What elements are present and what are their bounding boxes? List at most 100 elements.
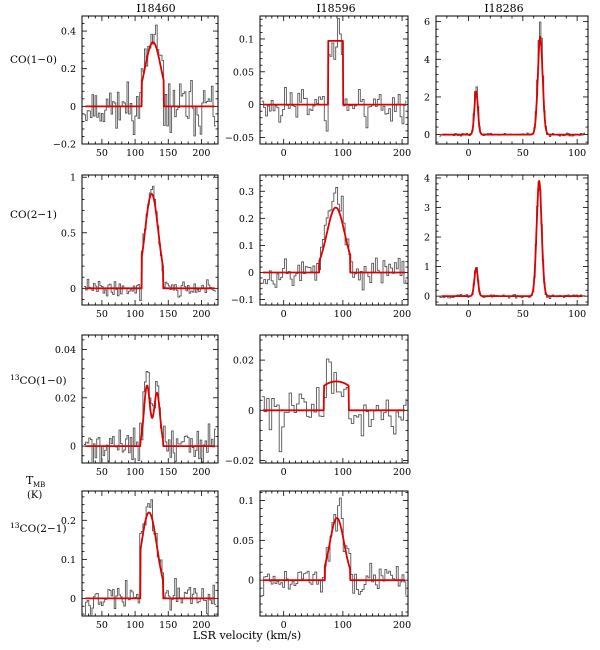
y-tick-label: −0.02 [225,456,254,467]
y-tick-label: 0.1 [239,34,254,45]
panel-p12: 0 50 100 0 1 2 3 4 [424,173,589,320]
observed-spectrum [261,18,407,132]
y-tick-label: −0.1 [231,295,254,306]
x-tick-label: 200 [393,467,411,478]
x-tick-label: 50 [517,148,529,159]
fit-curve [440,180,584,297]
x-tick-label: 200 [192,148,210,159]
y-axis-label-main: T [26,474,34,487]
x-tick-label: 0 [466,309,472,320]
x-axis-label: LSR velocity (km/s) [193,629,301,642]
y-axis-label-sub: MB [33,481,45,489]
panel-frame [435,15,589,145]
y-tick-label: −0.2 [53,140,76,151]
observed-spectrum [261,358,407,453]
panel-p10: 50 100 150 200 0 0.5 1 [61,173,219,320]
x-tick-label: 0 [281,620,287,631]
y-tick-label: −0.05 [225,133,254,144]
panel-frame [81,174,219,306]
y-tick-label: 0.04 [55,345,76,356]
fit-curve [262,40,406,106]
x-tick-label: 100 [568,148,586,159]
fit-curve [262,380,406,412]
y-tick-label: 0.5 [61,228,76,239]
y-tick-label: 0 [248,100,254,111]
y-tick-label: 2 [424,233,430,244]
y-tick-label: 4 [424,173,430,184]
panel-frame [259,490,409,617]
panel-frame [259,15,409,145]
y-tick-label: 0 [424,292,430,303]
observed-spectrum [261,187,407,291]
y-tick-label: 0.1 [239,241,254,252]
panel-frame [435,174,589,306]
y-tick-label: 0.02 [233,356,254,367]
x-tick-label: 100 [334,148,352,159]
y-tick-label: 0.05 [233,536,254,547]
panel-p00: 50 100 150 200 −0.2 0 0.2 0.4 [53,15,219,159]
x-tick-label: 50 [96,620,108,631]
x-tick-label: 100 [334,620,352,631]
fit-curve [84,384,216,447]
fit-curve [84,511,216,600]
fit-curve [84,41,216,108]
y-tick-label: 0 [70,284,76,295]
panel-p20: 50 100 150 200 0 0.02 0.04 [55,334,219,478]
y-tick-label: 0.3 [239,187,254,198]
y-tick-label: 2 [424,92,430,103]
y-tick-label: 0 [248,576,254,587]
column-titles: I18460 I18596 I18286 [136,2,523,15]
x-tick-label: 200 [192,467,210,478]
y-tick-label: 0.2 [61,516,76,527]
x-tick-label: 200 [192,309,210,320]
x-tick-label: 150 [159,148,177,159]
panel-p01: 0 100 200 −0.05 0 0.05 0.1 [225,15,411,159]
x-tick-label: 100 [568,309,586,320]
observed-spectrum [261,497,407,597]
x-tick-label: 0 [281,148,287,159]
x-tick-label: 200 [393,309,411,320]
y-tick-label: 0.05 [233,67,254,78]
panel-frame [259,334,409,464]
x-tick-label: 0 [281,309,287,320]
x-tick-label: 100 [126,309,144,320]
y-tick-label: 0 [424,130,430,141]
observed-spectrum [84,185,216,301]
panel-p02: 0 50 100 0 2 4 6 [424,15,589,159]
x-tick-label: 0 [281,467,287,478]
y-tick-label: 0 [248,268,254,279]
y-axis-label: T MB (K) [26,474,45,501]
x-tick-label: 100 [334,467,352,478]
y-tick-label: 0.1 [61,555,76,566]
fit-curve [84,193,216,290]
panel-frame [81,334,219,464]
x-tick-label: 50 [96,148,108,159]
panel-p11: 0 100 200 −0.1 0 0.1 0.2 0.3 [231,174,411,320]
x-tick-label: 150 [159,309,177,320]
row-label-isotope: 13 [10,521,20,530]
x-tick-label: 150 [159,620,177,631]
y-tick-label: 0 [70,594,76,605]
x-tick-label: 50 [517,309,529,320]
panel-p30: 50 100 150 200 0 0.1 0.2 [61,490,219,631]
y-tick-label: 6 [424,17,430,28]
x-tick-label: 200 [192,620,210,631]
x-tick-label: 100 [126,620,144,631]
y-tick-label: 3 [424,203,430,214]
x-tick-label: 150 [159,467,177,478]
row-label-1: CO(2−1) [10,209,57,221]
y-tick-label: 0.2 [61,64,76,75]
observed-spectrum [439,181,586,299]
row-label-isotope: 13 [10,373,20,382]
fit-curve [262,206,406,274]
fit-curve [440,35,584,136]
y-tick-label: 0.4 [61,27,76,38]
x-tick-label: 100 [126,148,144,159]
y-tick-label: 0.02 [55,393,76,404]
row-labels: CO(1−0) CO(2−1) 13CO(1−0) 13CO(2−1) [10,54,67,535]
spectra-panels: 50 100 150 200−0.200.20.40 100 200−0.0500.050… [53,15,589,631]
y-tick-label: 0 [70,442,76,453]
row-label-0: CO(1−0) [10,54,57,66]
y-tick-label: 0.2 [239,214,254,225]
y-tick-label: 1 [70,173,76,184]
